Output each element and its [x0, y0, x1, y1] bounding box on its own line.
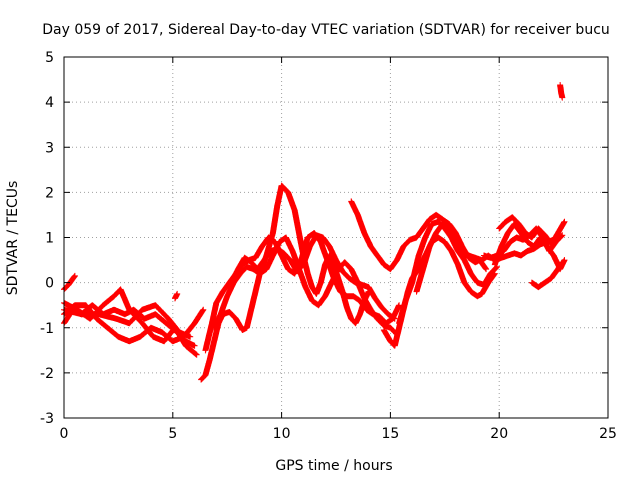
data-marker-trace — [557, 81, 566, 101]
y-tick-label: 0 — [45, 276, 54, 292]
y-axis-label: SDTVAR / TECUs — [5, 181, 21, 296]
y-tick-label: -2 — [40, 366, 54, 382]
y-tick-labels: -3 -2 -1 0 1 2 3 4 5 — [40, 50, 54, 427]
x-tick-label: 5 — [168, 426, 177, 442]
data-marker-trace — [171, 290, 181, 302]
y-tick-label: 4 — [45, 95, 54, 111]
series-track-18 — [528, 259, 566, 291]
x-tick-label: 20 — [490, 426, 508, 442]
series-track-17 — [480, 225, 566, 261]
data-marker-trace — [228, 232, 398, 322]
series-track-19 — [557, 81, 566, 101]
y-tick-label: 2 — [45, 185, 54, 201]
y-tick-label: -3 — [40, 411, 54, 427]
x-tick-label: 25 — [599, 426, 617, 442]
x-tick-label: 15 — [381, 426, 399, 442]
axis-ticks — [63, 56, 609, 419]
x-axis-label: GPS time / hours — [275, 458, 392, 474]
x-tick-label: 0 — [60, 426, 69, 442]
y-tick-label: 1 — [45, 231, 54, 247]
chart-title: Day 059 of 2017, Sidereal Day-to-day VTE… — [42, 22, 610, 38]
data-marker-trace — [491, 221, 568, 273]
x-tick-label: 10 — [273, 426, 291, 442]
data-points — [61, 81, 568, 383]
series-track-13 — [396, 218, 500, 327]
data-marker-trace — [528, 259, 566, 291]
y-tick-label: -1 — [40, 321, 54, 337]
data-marker-trace — [396, 218, 500, 327]
series-track-6 — [171, 290, 181, 302]
series-track-15 — [491, 221, 568, 273]
series-track-10 — [228, 232, 398, 322]
y-tick-label: 3 — [45, 140, 54, 156]
y-tick-label: 5 — [45, 50, 54, 66]
data-marker-trace — [480, 225, 566, 261]
x-tick-labels: 0 5 10 15 20 25 — [60, 426, 617, 442]
